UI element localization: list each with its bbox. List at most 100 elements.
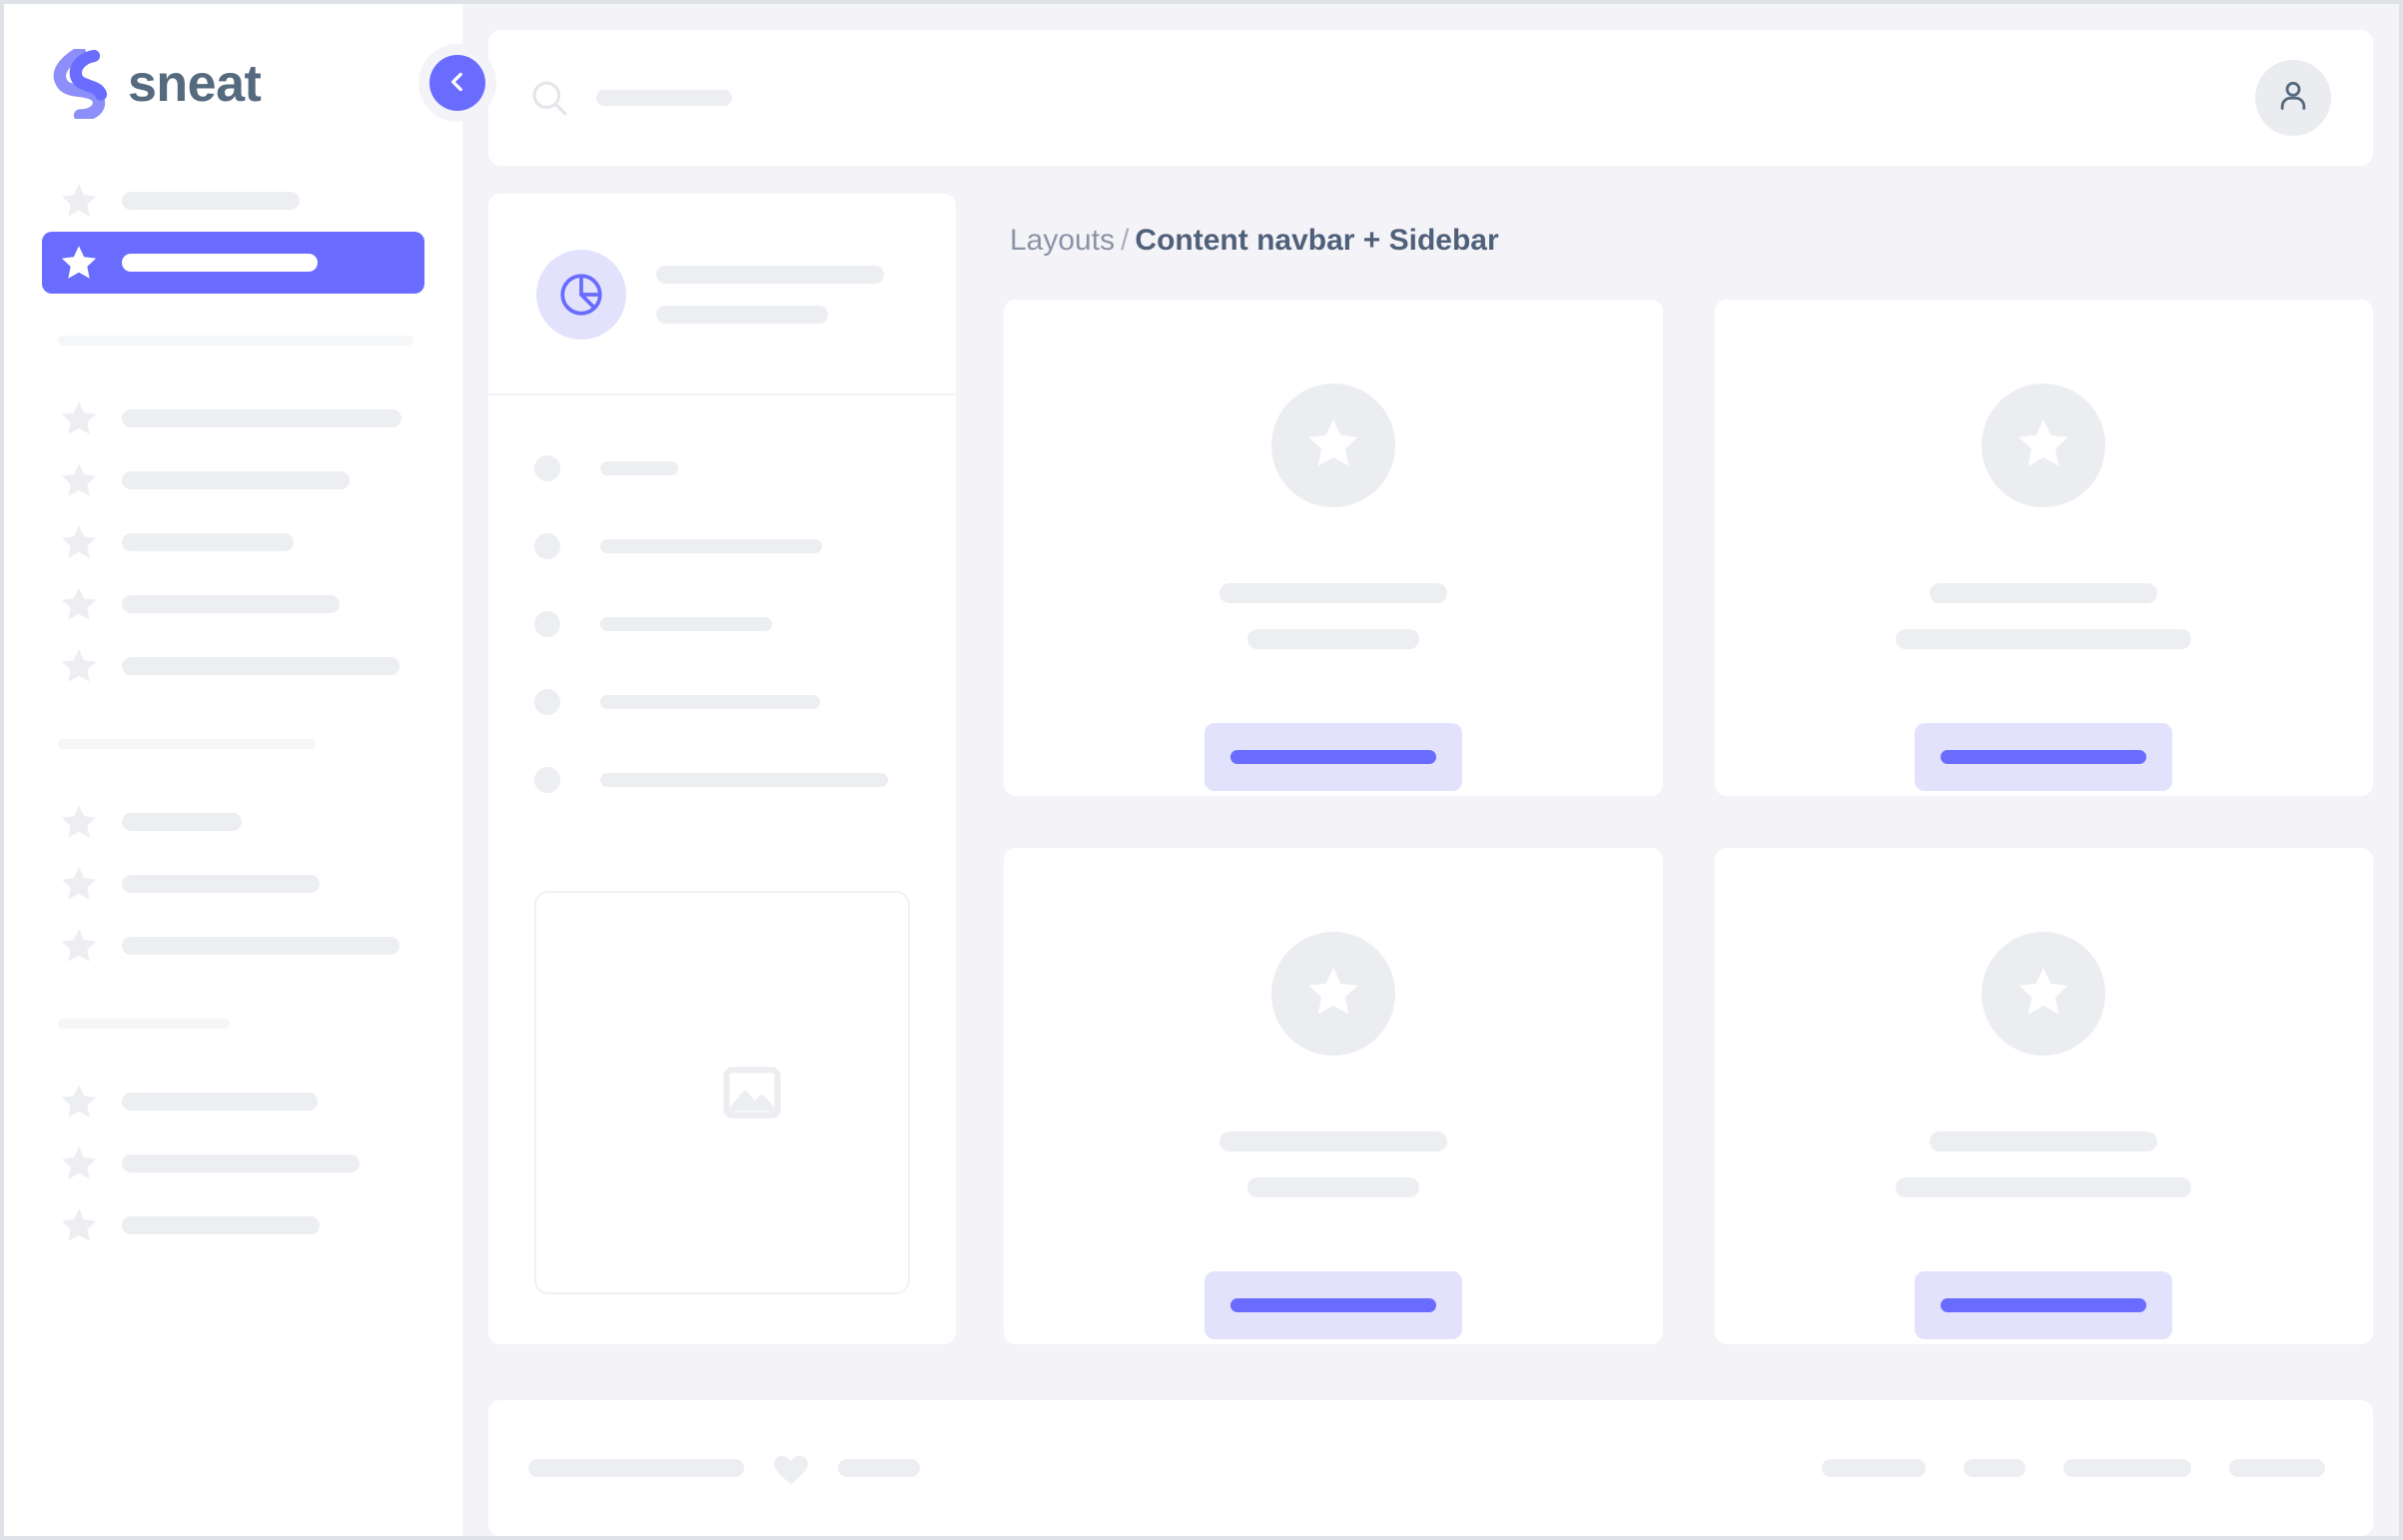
breadcrumb-current: Content navbar + Sidebar bbox=[1135, 224, 1499, 257]
list-item-label bbox=[600, 617, 772, 631]
card-title-line bbox=[1930, 583, 2158, 603]
footer-links bbox=[1822, 1459, 2325, 1477]
sidebar-item-label bbox=[122, 1216, 320, 1234]
sidebar-item[interactable] bbox=[42, 449, 424, 511]
footer-link[interactable] bbox=[2229, 1459, 2325, 1477]
star-icon bbox=[58, 583, 100, 625]
list-item[interactable] bbox=[534, 533, 910, 559]
content-panel-header bbox=[488, 194, 956, 395]
footer-left-bar bbox=[528, 1459, 744, 1477]
card-action-button[interactable] bbox=[1915, 723, 2173, 791]
circle-bullet-icon bbox=[534, 533, 560, 559]
sidebar-item-label bbox=[122, 937, 400, 955]
sidebar-item-label bbox=[122, 875, 320, 893]
sidebar-item-label bbox=[122, 1155, 360, 1172]
brand-name: sneat bbox=[128, 55, 262, 113]
card-title-line bbox=[1218, 583, 1447, 603]
sidebar-item-label bbox=[122, 471, 350, 489]
star-icon bbox=[58, 459, 100, 501]
sidebar-item[interactable] bbox=[42, 635, 424, 697]
list-item-label bbox=[600, 773, 888, 787]
sidebar-divider bbox=[58, 739, 316, 749]
card-action-button[interactable] bbox=[1915, 1271, 2173, 1339]
star-icon bbox=[58, 645, 100, 687]
list-item[interactable] bbox=[534, 689, 910, 715]
star-icon bbox=[58, 521, 100, 563]
footer-after-heart-bar bbox=[838, 1459, 920, 1477]
list-item-label bbox=[600, 695, 820, 709]
image-placeholder bbox=[534, 891, 910, 1294]
footer-link[interactable] bbox=[1964, 1459, 2025, 1477]
list-item[interactable] bbox=[534, 455, 910, 481]
sidebar-item-label bbox=[122, 409, 401, 427]
search-icon[interactable] bbox=[528, 77, 570, 119]
breadcrumb: Layouts / Content navbar + Sidebar bbox=[1004, 194, 2373, 300]
right-area: Layouts / Content navbar + Sidebar bbox=[1004, 194, 2373, 1344]
footer bbox=[488, 1400, 2373, 1536]
app-window: sneat bbox=[4, 4, 2399, 1536]
sneat-logo-icon bbox=[52, 46, 108, 122]
card-grid bbox=[1004, 300, 2373, 1344]
card-avatar bbox=[1982, 384, 2106, 507]
sidebar-item-label bbox=[122, 254, 318, 272]
sidebar-item[interactable] bbox=[42, 915, 424, 977]
card-avatar bbox=[1270, 932, 1395, 1056]
circle-bullet-icon bbox=[534, 455, 560, 481]
list-item[interactable] bbox=[534, 611, 910, 637]
content-card[interactable] bbox=[1004, 848, 1663, 1344]
content-card[interactable] bbox=[1714, 300, 2373, 796]
card-subtitle-line bbox=[1896, 1177, 2192, 1197]
sidebar-item-label bbox=[122, 192, 300, 210]
star-icon bbox=[58, 1204, 100, 1246]
footer-link[interactable] bbox=[2063, 1459, 2191, 1477]
card-subtitle-line bbox=[1896, 629, 2192, 649]
search-input[interactable] bbox=[596, 90, 732, 106]
sidebar-item[interactable] bbox=[42, 573, 424, 635]
sidebar-divider bbox=[58, 1019, 230, 1029]
footer-link[interactable] bbox=[1822, 1459, 1926, 1477]
sidebar-item[interactable] bbox=[42, 1133, 424, 1194]
sidebar-collapse-button[interactable] bbox=[429, 55, 485, 111]
topbar bbox=[488, 30, 2373, 166]
card-action-button[interactable] bbox=[1203, 1271, 1462, 1339]
sidebar-item[interactable] bbox=[42, 387, 424, 449]
content-panel-list bbox=[488, 395, 956, 845]
sidebar-item-label bbox=[122, 595, 340, 613]
star-icon bbox=[58, 1081, 100, 1123]
heart-icon bbox=[770, 1447, 812, 1489]
card-avatar bbox=[1270, 384, 1395, 507]
star-icon bbox=[58, 180, 100, 222]
card-action-button-label bbox=[1229, 1298, 1436, 1312]
content-card[interactable] bbox=[1714, 848, 2373, 1344]
sidebar-item-active[interactable] bbox=[42, 232, 424, 294]
avatar[interactable] bbox=[2255, 60, 2331, 136]
star-icon bbox=[58, 801, 100, 843]
breadcrumb-parent[interactable]: Layouts bbox=[1010, 224, 1116, 257]
brand[interactable]: sneat bbox=[42, 4, 424, 164]
sidebar-item-label bbox=[122, 533, 294, 551]
circle-bullet-icon bbox=[534, 611, 560, 637]
card-subtitle-line bbox=[1246, 1177, 1419, 1197]
sidebar-item-label bbox=[122, 1093, 318, 1111]
list-item-label bbox=[600, 539, 822, 553]
list-item[interactable] bbox=[534, 767, 910, 793]
star-icon bbox=[58, 242, 100, 284]
star-icon bbox=[58, 1143, 100, 1184]
main-area: Layouts / Content navbar + Sidebar bbox=[462, 4, 2399, 1536]
sidebar-item[interactable] bbox=[42, 170, 424, 232]
panel-header-line bbox=[656, 306, 828, 324]
card-action-button[interactable] bbox=[1203, 723, 1462, 791]
sidebar-item[interactable] bbox=[42, 1194, 424, 1256]
sidebar-item[interactable] bbox=[42, 511, 424, 573]
list-item-label bbox=[600, 461, 678, 475]
sidebar-item[interactable] bbox=[42, 853, 424, 915]
breadcrumb-separator: / bbox=[1121, 224, 1130, 257]
card-action-button-label bbox=[1941, 750, 2147, 764]
sidebar: sneat bbox=[4, 4, 496, 1536]
sidebar-item[interactable] bbox=[42, 791, 424, 853]
chevron-left-icon bbox=[444, 69, 470, 98]
content-card[interactable] bbox=[1004, 300, 1663, 796]
star-icon bbox=[58, 863, 100, 905]
sidebar-item[interactable] bbox=[42, 1071, 424, 1133]
panel-header-line bbox=[656, 266, 884, 284]
